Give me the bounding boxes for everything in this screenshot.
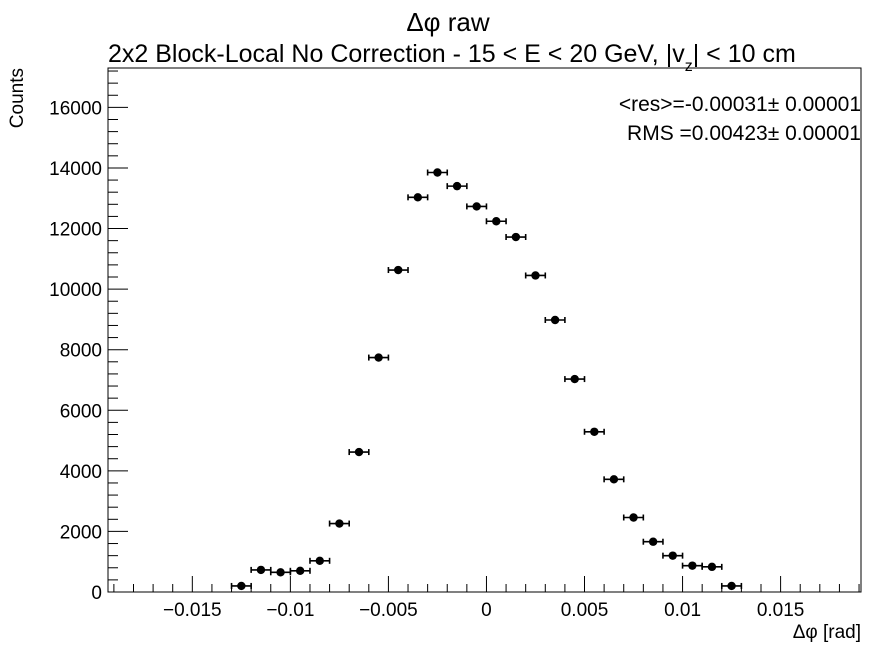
data-point bbox=[662, 551, 684, 560]
subtitle-tail: | < 10 cm bbox=[693, 40, 796, 68]
data-point bbox=[328, 519, 350, 528]
point-marker bbox=[629, 513, 638, 522]
data-point bbox=[250, 565, 272, 575]
data-point bbox=[426, 168, 449, 177]
y-tick-label: 6000 bbox=[60, 401, 102, 422]
y-tick-label: 10000 bbox=[49, 280, 102, 301]
point-marker bbox=[276, 568, 285, 577]
stats-rms: RMS =0.00423± 0.00001 bbox=[627, 122, 861, 145]
point-marker bbox=[648, 537, 658, 546]
plot-frame bbox=[107, 67, 862, 593]
x-tick-label: 0 bbox=[481, 600, 492, 621]
point-marker bbox=[295, 566, 305, 575]
data-point bbox=[348, 447, 370, 457]
data-point bbox=[681, 561, 703, 570]
point-marker bbox=[472, 202, 481, 211]
y-tick-label: 12000 bbox=[49, 220, 102, 241]
data-point bbox=[230, 581, 252, 591]
data-point bbox=[544, 315, 566, 325]
data-point bbox=[622, 513, 645, 522]
data-point bbox=[505, 232, 527, 242]
point-marker bbox=[335, 519, 344, 528]
y-axis-title: Counts bbox=[7, 68, 28, 128]
data-point bbox=[583, 427, 605, 436]
data-point bbox=[564, 374, 586, 384]
y-tick-label: 14000 bbox=[49, 159, 102, 180]
data-point bbox=[720, 581, 743, 591]
data-point bbox=[387, 265, 409, 275]
data-point bbox=[368, 353, 390, 362]
point-marker bbox=[511, 232, 521, 242]
y-tick-label: 8000 bbox=[60, 341, 102, 362]
data-series bbox=[230, 168, 743, 591]
point-marker bbox=[727, 581, 736, 591]
point-marker bbox=[707, 562, 717, 572]
data-point bbox=[642, 537, 664, 546]
point-marker bbox=[433, 168, 442, 177]
point-marker bbox=[413, 193, 423, 202]
point-marker bbox=[531, 271, 540, 280]
y-tick-label: 0 bbox=[91, 583, 102, 604]
x-axis-title: Δφ [rad] bbox=[793, 622, 861, 643]
point-marker bbox=[237, 581, 246, 591]
chart-subtitle: 2x2 Block-Local No Correction - 15 < E <… bbox=[108, 40, 796, 75]
data-point bbox=[309, 556, 331, 566]
x-axis-ticks bbox=[113, 576, 860, 592]
y-tick-label: 2000 bbox=[60, 522, 102, 543]
x-tick-label: −0.005 bbox=[359, 600, 418, 621]
y-tick-label: 16000 bbox=[49, 98, 102, 119]
point-marker bbox=[688, 561, 697, 570]
point-marker bbox=[374, 353, 383, 362]
data-point bbox=[524, 271, 547, 280]
point-marker bbox=[609, 475, 619, 484]
subtitle-main: 2x2 Block-Local No Correction - 15 < E <… bbox=[108, 40, 685, 68]
x-axis-tick-labels: −0.015 −0.01 −0.005 0 0.005 0.01 0.015 bbox=[163, 600, 804, 621]
data-point bbox=[701, 562, 723, 572]
data-point bbox=[446, 181, 468, 191]
point-marker bbox=[394, 265, 403, 275]
point-marker bbox=[315, 556, 324, 566]
point-marker bbox=[354, 447, 364, 457]
x-tick-label: 0.01 bbox=[664, 600, 701, 621]
point-marker bbox=[452, 181, 462, 191]
x-tick-label: −0.01 bbox=[266, 600, 314, 621]
point-marker bbox=[256, 565, 266, 575]
data-point bbox=[485, 217, 507, 226]
subtitle-subscript: z bbox=[685, 58, 693, 75]
point-marker bbox=[570, 374, 579, 384]
data-point bbox=[269, 568, 292, 577]
data-point bbox=[289, 566, 311, 575]
y-tick-label: 4000 bbox=[60, 462, 102, 483]
x-tick-label: 0.015 bbox=[757, 600, 805, 621]
point-marker bbox=[668, 551, 677, 560]
chart-title: Δφ raw bbox=[406, 7, 490, 37]
data-point bbox=[407, 193, 429, 202]
data-point bbox=[466, 202, 488, 211]
data-point bbox=[603, 475, 625, 484]
point-marker bbox=[492, 217, 501, 226]
x-tick-label: 0.005 bbox=[561, 600, 609, 621]
y-axis-ticks bbox=[108, 70, 128, 593]
point-marker bbox=[550, 315, 560, 325]
y-axis-tick-labels: 0 2000 4000 6000 8000 10000 12000 14000 16000 bbox=[49, 98, 102, 604]
x-tick-label: −0.015 bbox=[163, 600, 222, 621]
stats-res: <res>=-0.00031± 0.00001 bbox=[619, 93, 861, 116]
point-marker bbox=[590, 427, 599, 436]
